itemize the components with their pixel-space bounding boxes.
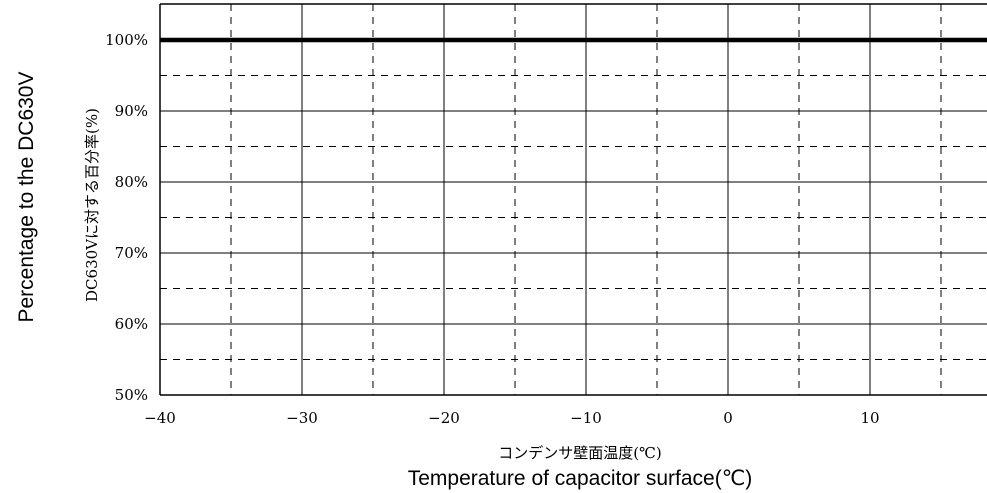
y-tick-label: 100% <box>105 31 148 49</box>
x-tick-label: 0 <box>723 409 733 427</box>
y-tick-label: 60% <box>115 315 148 333</box>
x-tick-label: −40 <box>144 409 176 427</box>
y-axis-label-japanese: DC630Vに対する百分率(%) <box>83 108 101 302</box>
plot-area <box>160 37 987 43</box>
x-axis-label-english: Temperature of capacitor surface(℃) <box>408 467 753 490</box>
x-axis-label-japanese: コンデンサ壁面温度(℃) <box>498 444 662 462</box>
y-axis-label-english: Percentage to the DC630V <box>15 72 38 323</box>
x-tick-label: −10 <box>570 409 602 427</box>
x-axis-ticks: −40−30−20−100102030405060708090100 <box>144 409 879 427</box>
y-tick-label: 80% <box>115 173 148 191</box>
y-tick-label: 90% <box>115 102 148 120</box>
x-tick-label: 10 <box>860 409 879 427</box>
grid <box>159 3 987 396</box>
y-tick-label: 50% <box>115 386 148 404</box>
series-line <box>160 37 987 43</box>
x-tick-label: −20 <box>428 409 460 427</box>
x-tick-label: −30 <box>286 409 318 427</box>
y-tick-label: 70% <box>115 244 148 262</box>
y-axis-ticks: 50% 60% 70% 80% 90% 100% <box>105 31 148 404</box>
